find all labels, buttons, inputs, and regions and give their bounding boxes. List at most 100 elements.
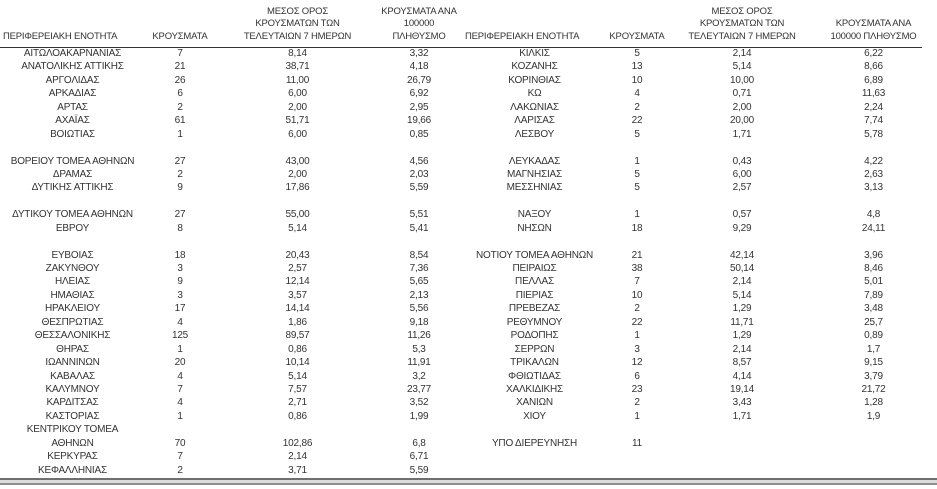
table-row [462, 450, 930, 463]
region-name-cell: ΛΕΣΒΟΥ [514, 128, 555, 140]
cases-cell: 8 [177, 222, 183, 234]
regional-cases-table-right: ΠΕΡΙΦΕΡΕΙΑΚΗ ΕΝΟΤΗΤΑ ΚΡΟΥΣΜΑΤΑ ΜΕΣΟΣ ΟΡΟ… [462, 0, 930, 477]
region-name-cell: ΗΛΕΙΑΣ [54, 276, 90, 288]
per-100k-cell: 3,79 [864, 370, 883, 382]
table-row: ΝΑΞΟΥ 1 0,57 4,8 [462, 208, 930, 221]
table-row [462, 141, 930, 154]
table-row: ΣΕΡΡΩΝ 3 2,14 1,7 [462, 343, 930, 356]
cases-cell: 2 [634, 303, 640, 315]
per-100k-cell [380, 141, 458, 154]
region-name-cell: ΘΗΡΑΣ [56, 343, 89, 355]
region-name-cell: ΗΡΑΚΛΕΙΟΥ [45, 303, 100, 315]
avg-7day-cell [667, 464, 817, 477]
avg-7day-cell: 0,71 [732, 88, 752, 100]
per-100k-cell [380, 235, 458, 248]
region-name-cell: ΘΕΣΠΡΩΤΙΑΣ [41, 316, 104, 328]
per-100k-cell: 5,51 [409, 209, 429, 221]
region-name-cell: ΚΕΡΚΥΡΑΣ [47, 451, 98, 463]
per-100k-cell: 6,92 [409, 88, 429, 100]
cases-cell: 2 [177, 168, 183, 180]
per-100k-cell: 24,11 [861, 222, 886, 234]
table-row: ΚΟΡΙΝΘΙΑΣ 10 10,00 6,89 [462, 74, 930, 87]
per-100k-cell: 4,8 [866, 209, 881, 221]
table-row: ΚΑΣΤΟΡΙΑΣ 1 0,86 1,99 [0, 410, 458, 423]
avg-7day-cell: 5,14 [732, 61, 752, 73]
cases-cell: 1 [177, 128, 183, 140]
table-row: ΤΡΙΚΑΛΩΝ 12 8,57 9,15 [462, 356, 930, 369]
region-name-cell: ΡΟΔΟΠΗΣ [510, 330, 559, 342]
cases-cell: 1 [634, 155, 640, 167]
per-100k-cell: 23,77 [406, 383, 432, 395]
table-row: ΘΕΣΣΑΛΟΝΙΚΗΣ 125 89,57 11,26 [0, 329, 458, 342]
table-row [0, 195, 458, 208]
region-name-cell: ΑΡΤΑΣ [57, 101, 88, 113]
region-name-cell: ΠΕΛΛΑΣ [515, 276, 554, 288]
table-row: ΔΥΤΙΚΟΥ ΤΟΜΕΑ ΑΘΗΝΩΝ 27 55,00 5,51 [0, 208, 458, 221]
per-100k-cell: 25,7 [864, 316, 883, 328]
avg-7day-cell: 2,14 [732, 343, 752, 355]
cases-cell: 2 [177, 464, 183, 476]
avg-7day-cell: 2,14 [288, 451, 307, 463]
dual-table-layout: ΠΕΡΙΦΕΡΕΙΑΚΗ ΕΝΟΤΗΤΑ ΚΡΟΥΣΜΑΤΑ ΜΕΣΟΣ ΟΡΟ… [0, 0, 930, 477]
avg-7day-cell [667, 437, 817, 450]
region-name-cell: ΝΗΣΩΝ [517, 222, 552, 234]
per-100k-cell: 8,46 [864, 263, 883, 274]
region-name-cell: ΤΡΙΚΑΛΩΝ [510, 357, 559, 369]
cases-cell [145, 235, 215, 248]
per-100k-cell: 8,54 [409, 249, 429, 261]
cases-cell: 7 [177, 48, 183, 59]
cases-cell: 1 [634, 330, 640, 342]
per-100k-cell: 11,26 [407, 330, 431, 342]
region-name-cell [462, 141, 607, 154]
region-name-cell [462, 195, 607, 208]
region-name-cell: ΚΕΦΑΛΛΗΝΙΑΣ [38, 464, 107, 476]
table-row: ΘΕΣΠΡΩΤΙΑΣ 4 1,86 9,18 [0, 316, 458, 329]
per-100k-cell: 5,65 [409, 276, 429, 288]
cases-cell: 5 [634, 182, 640, 194]
region-name-cell [462, 235, 607, 248]
region-name-cell: ΔΥΤΙΚΟΥ ΤΟΜΕΑ ΑΘΗΝΩΝ [12, 209, 133, 221]
cases-cell: 21 [631, 249, 643, 261]
region-name-cell: ΔΥΤΙΚΗΣ ΑΤΤΙΚΗΣ [31, 182, 114, 194]
per-100k-cell: 5,56 [409, 303, 429, 315]
per-100k-cell: 21,72 [861, 383, 886, 395]
column-header-cases: ΚΡΟΥΣΜΑΤΑ [609, 30, 665, 42]
avg-7day-cell: 20,00 [729, 115, 755, 127]
per-100k-cell: 1,7 [866, 343, 881, 355]
cases-cell [145, 423, 215, 436]
region-name-cell: ΖΑΚΥΝΘΟΥ [45, 263, 100, 274]
cases-cell [607, 141, 667, 154]
cases-cell: 3 [177, 289, 183, 301]
column-header-region: ΠΕΡΙΦΕΡΕΙΑΚΗ ΕΝΟΤΗΤΑ [465, 30, 580, 42]
avg-7day-cell: 3,43 [732, 397, 752, 409]
table-row: ΑΝΑΤΟΛΙΚΗΣ ΑΤΤΙΚΗΣ 21 38,71 4,18 [0, 60, 458, 73]
per-100k-cell [817, 437, 930, 450]
avg-7day-cell: 2,57 [732, 182, 752, 194]
per-100k-cell [817, 423, 930, 436]
avg-7day-cell: 2,57 [288, 263, 307, 274]
table-row: ΑΡΤΑΣ 2 2,00 2,95 [0, 101, 458, 114]
table-row [462, 423, 930, 436]
avg-7day-cell: 11,71 [730, 316, 754, 328]
per-100k-cell: 3,13 [864, 182, 883, 194]
avg-7day-cell: 4,14 [732, 370, 752, 382]
table-row: ΚΙΛΚΙΣ 5 2,14 6,22 [462, 47, 930, 60]
per-100k-cell: 1,28 [864, 397, 883, 409]
table-row: ΠΕΙΡΑΙΩΣ 38 50,14 8,46 [462, 262, 930, 275]
region-name-cell: ΑΡΚΑΔΙΑΣ [48, 88, 97, 100]
cases-cell: 1 [634, 209, 640, 221]
cases-cell: 18 [631, 222, 643, 234]
avg-7day-cell: 2,14 [732, 48, 752, 59]
avg-7day-cell: 6,00 [732, 168, 752, 180]
column-header-per-100k: ΚΡΟΥΣΜΑΤΑ ΑΝΑ 100000 ΠΛΗΘΥΣΜΟ [381, 5, 457, 42]
table-row: ΚΑΛΥΜΝΟΥ 7 7,57 23,77 [0, 383, 458, 396]
region-name-cell: ΚΕΝΤΡΙΚΟΥ ΤΟΜΕΑ [26, 424, 119, 436]
table-body-left: ΑΙΤΩΛΟΑΚΑΡΝΑΝΙΑΣ 7 8,14 3,32 ΑΝΑΤΟΛΙΚΗΣ ΑΤΤΙ… [0, 47, 458, 477]
per-100k-cell: 11,91 [407, 357, 431, 369]
region-name-cell: ΙΩΑΝΝΙΝΩΝ [45, 357, 100, 369]
region-name-cell: ΠΙΕΡΙΑΣ [515, 289, 554, 301]
region-name-cell: ΑΧΑΪΑΣ [55, 115, 90, 127]
cases-cell: 125 [171, 330, 189, 342]
cases-cell: 27 [174, 209, 186, 221]
avg-7day-cell [667, 195, 817, 208]
